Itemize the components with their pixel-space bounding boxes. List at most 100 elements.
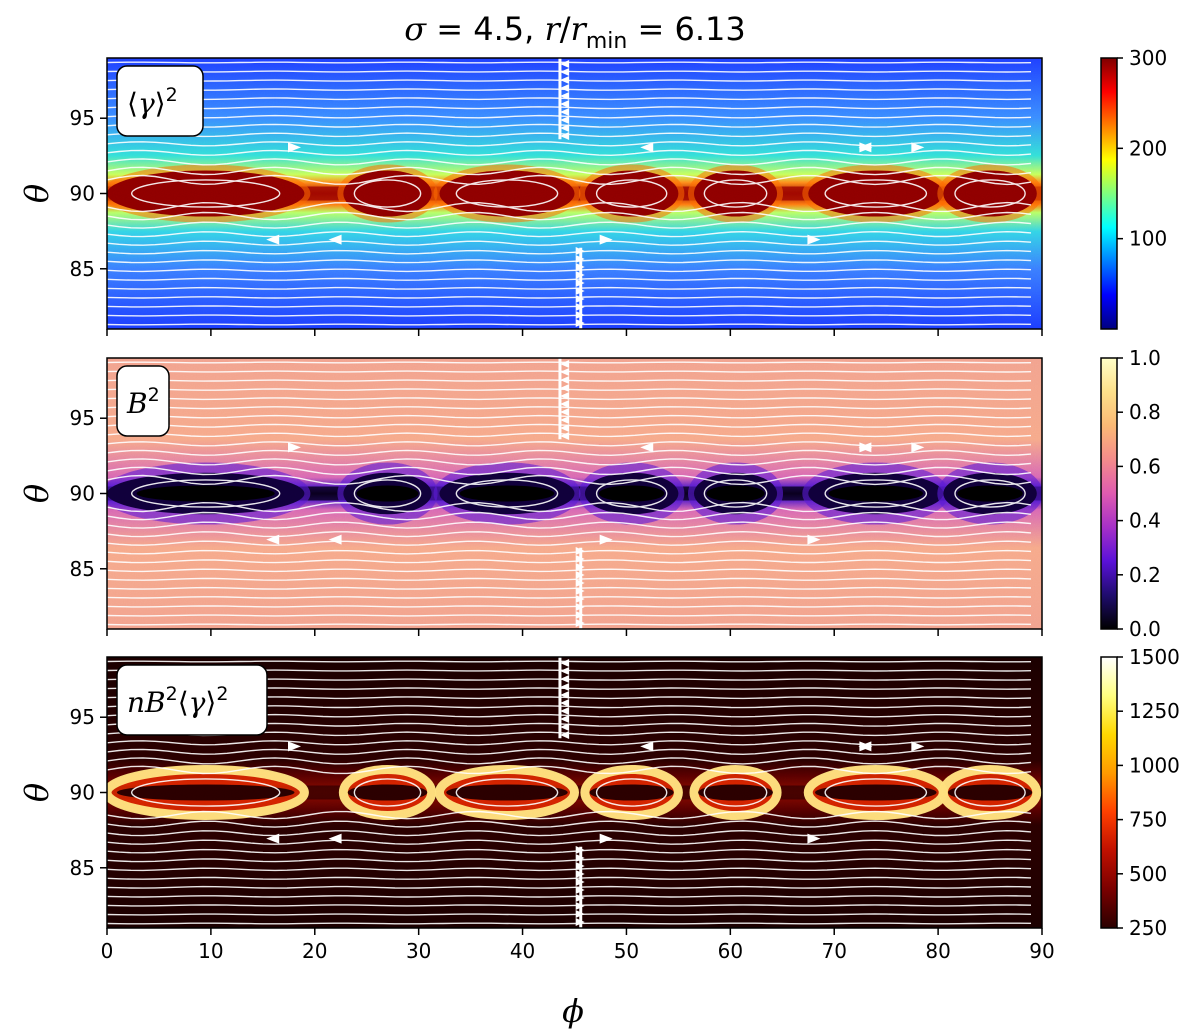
seam-arrow	[560, 60, 570, 68]
panel-label-gamma2: ⟨γ⟩2	[116, 65, 204, 137]
streamline-arrow	[640, 741, 654, 752]
colorbar-tick-label: 1250	[1129, 699, 1180, 723]
seam-arrow	[560, 416, 570, 424]
y-axis-label: θ	[18, 783, 56, 802]
colorbar-tick-label: 1.0	[1129, 346, 1161, 370]
streamline-loop	[130, 179, 281, 208]
panel-B2: B2 85 90 95 θ 0.0 0.2 0.4 0.6 0.8 1.0	[18, 346, 1161, 641]
y-axis-label: θ	[18, 184, 56, 203]
streamline-arrow	[599, 234, 613, 245]
streamline	[107, 577, 1032, 581]
seam-arrow	[560, 683, 570, 691]
seam-arrow	[560, 715, 570, 723]
streamline	[107, 259, 1032, 264]
streamline	[107, 530, 1032, 538]
colorbar-tick-label: 0.6	[1129, 454, 1161, 478]
streamline	[107, 149, 1032, 157]
seam-arrow	[560, 376, 570, 384]
streamline	[107, 240, 1032, 246]
streamline	[107, 820, 1032, 828]
streamline-loop	[954, 479, 1026, 508]
streamline	[107, 501, 1032, 513]
streamline-loop	[595, 778, 668, 807]
panel-label-text: nB2⟨γ⟩2	[127, 683, 228, 719]
y-tick-label: 90	[70, 482, 95, 506]
streamline	[107, 441, 1032, 447]
seam-arrow	[560, 723, 570, 731]
streamline	[107, 540, 1032, 546]
colorbar-gradient	[1100, 357, 1118, 630]
seam-arrow	[560, 76, 570, 84]
x-tick-label: 0	[101, 939, 114, 963]
figure-title: σ = 4.5, r/rmin = 6.13	[404, 10, 746, 54]
streamline	[107, 166, 1032, 176]
streamline	[107, 810, 1032, 820]
y-tick-label: 95	[70, 406, 95, 430]
colorbar-tick-label: 200	[1129, 136, 1167, 160]
streamline-arrow	[266, 234, 280, 245]
streamline	[107, 839, 1032, 845]
streamline-loop	[703, 778, 768, 807]
streamline	[107, 858, 1032, 863]
streamline-arrow	[266, 534, 280, 545]
seam-arrow	[560, 368, 570, 376]
streamline	[107, 922, 1032, 925]
streamline-arrow	[807, 534, 821, 545]
streamline-loop	[455, 179, 559, 208]
y-tick-label: 90	[70, 781, 95, 805]
streamline	[107, 174, 1032, 186]
streamline-loop	[595, 479, 668, 508]
streamline	[107, 765, 1032, 775]
streamline	[107, 829, 1032, 837]
seam-arrow	[560, 408, 570, 416]
streamline	[107, 249, 1032, 255]
colorbar-tick-label: 1000	[1129, 753, 1180, 777]
panel-label-box	[116, 65, 204, 137]
streamline	[107, 904, 1032, 907]
streamline-loop	[455, 479, 559, 508]
panel-label-box	[116, 664, 268, 736]
plot-area-gamma2	[107, 58, 1042, 329]
streamline-arrow	[911, 442, 925, 453]
seam-arrow	[560, 116, 570, 124]
streamline-arrow	[328, 534, 342, 545]
x-tick-label: 50	[614, 939, 639, 963]
seam-arrow	[560, 400, 570, 408]
streamline-loop	[824, 778, 928, 807]
y-tick-label: 85	[70, 257, 95, 281]
streamline-arrow	[328, 234, 342, 245]
y-tick-label: 85	[70, 856, 95, 880]
streamline-loop	[130, 479, 281, 508]
seam-arrow	[560, 92, 570, 100]
seam-arrow	[560, 432, 570, 440]
streamline	[107, 757, 1032, 765]
streamline-arrow	[858, 442, 872, 453]
seam-arrow	[560, 108, 570, 116]
streamline	[107, 913, 1032, 916]
colorbar-tick-label: 300	[1129, 46, 1167, 70]
x-tick-label: 90	[1029, 939, 1054, 963]
streamline-arrows	[266, 60, 925, 327]
streamline-arrow	[911, 741, 925, 752]
streamline-arrow	[266, 833, 280, 844]
y-tick-label: 95	[70, 106, 95, 130]
streamline	[107, 277, 1032, 281]
x-tick-label: 60	[718, 939, 743, 963]
x-axis-label: ϕ	[562, 992, 584, 1030]
streamline	[107, 549, 1032, 555]
y-tick-label: 95	[70, 705, 95, 729]
streamline-loop	[130, 778, 281, 807]
seam-arrow	[560, 731, 570, 739]
seam-arrow	[560, 675, 570, 683]
colorbar-gamma2: 100 200 300	[1100, 46, 1167, 330]
seam-arrow	[560, 424, 570, 432]
seam-arrow	[560, 68, 570, 76]
seam-arrow	[560, 124, 570, 132]
streamline	[107, 876, 1032, 880]
streamline	[107, 141, 1032, 147]
seam-arrow	[560, 699, 570, 707]
streamline-loop	[954, 179, 1026, 208]
streamline	[107, 848, 1032, 854]
streamline	[107, 211, 1032, 221]
